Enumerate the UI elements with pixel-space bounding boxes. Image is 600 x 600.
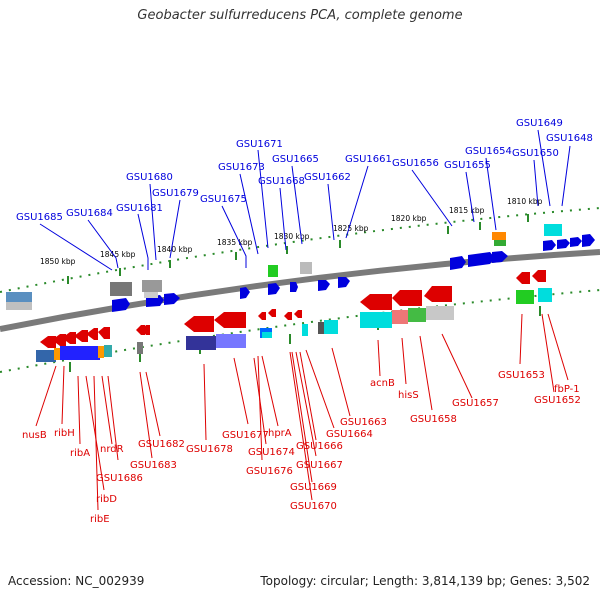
gene-label: hprA bbox=[268, 428, 292, 439]
gene-label: GSU1678 bbox=[186, 444, 233, 455]
gene-label: acnB bbox=[370, 378, 395, 389]
gene-label: GSU1674 bbox=[248, 447, 295, 458]
gene-label: fbP-1 bbox=[554, 384, 580, 395]
forward-strand-features bbox=[112, 234, 595, 312]
kbp-label: 1820 kbp bbox=[391, 214, 427, 223]
map-title: Geobacter sulfurreducens PCA, complete g… bbox=[137, 8, 463, 23]
gene-label: GSU1665 bbox=[272, 154, 319, 165]
genome-backbone bbox=[0, 249, 600, 332]
gene-label: GSU1669 bbox=[290, 482, 337, 493]
gene-label: GSU1649 bbox=[516, 118, 563, 129]
gene-label: nusB bbox=[22, 430, 47, 441]
kbp-label: 1845 kbp bbox=[100, 250, 136, 259]
gene-label: GSU1662 bbox=[304, 172, 351, 183]
gene-label: GSU1655 bbox=[444, 160, 491, 171]
kbp-label: 1825 kbp bbox=[333, 224, 369, 233]
gene-label: GSU1671 bbox=[236, 139, 283, 150]
kbp-label: 1830 kbp bbox=[274, 232, 310, 241]
gene-label: GSU1683 bbox=[130, 460, 177, 471]
gene-label: ribE bbox=[90, 514, 110, 525]
gene-label: GSU1684 bbox=[66, 208, 113, 219]
kbp-label: 1850 kbp bbox=[40, 257, 76, 266]
gene-label: ribD bbox=[96, 494, 117, 505]
kbp-label: 1815 kbp bbox=[449, 206, 485, 215]
gene-label: GSU1681 bbox=[116, 203, 163, 214]
topology-text: Topology: circular; Length: 3,814,139 bp… bbox=[260, 574, 590, 588]
kbp-label: 1810 kbp bbox=[507, 197, 543, 206]
gene-label: ribA bbox=[70, 448, 90, 459]
gene-label: ribH bbox=[54, 428, 75, 439]
gene-label: GSU1664 bbox=[326, 429, 373, 440]
gene-label: GSU1682 bbox=[138, 439, 185, 450]
gene-label: GSU1667 bbox=[296, 460, 343, 471]
accession-text: Accession: NC_002939 bbox=[8, 574, 145, 588]
gene-label: nrdR bbox=[100, 444, 124, 455]
gene-label: GSU1686 bbox=[96, 473, 143, 484]
gene-label: GSU1676 bbox=[246, 466, 293, 477]
gene-label: hisS bbox=[398, 390, 419, 401]
gene-label: GSU1663 bbox=[340, 417, 387, 428]
gene-label: GSU1680 bbox=[126, 172, 173, 183]
kbp-label: 1835 kbp bbox=[217, 238, 253, 247]
gene-label: GSU1679 bbox=[152, 188, 199, 199]
gene-label: GSU1650 bbox=[512, 148, 559, 159]
gene-label: GSU1656 bbox=[392, 158, 439, 169]
gene-label: GSU1652 bbox=[534, 395, 581, 406]
gene-label: GSU1670 bbox=[290, 501, 337, 512]
kbp-label: 1840 kbp bbox=[157, 245, 193, 254]
gene-label: GSU1685 bbox=[16, 212, 63, 223]
reverse-strand-features bbox=[40, 270, 546, 348]
bottom-leader-lines bbox=[35, 313, 569, 511]
gene-label: GSU1677 bbox=[222, 430, 269, 441]
gene-label: GSU1653 bbox=[498, 370, 545, 381]
gene-label: GSU1658 bbox=[410, 414, 457, 425]
gene-label: GSU1661 bbox=[345, 154, 392, 165]
feature-boxes bbox=[6, 224, 562, 362]
gene-label: GSU1657 bbox=[452, 398, 499, 409]
gene-label: GSU1675 bbox=[200, 194, 247, 205]
gene-label: GSU1666 bbox=[296, 441, 343, 452]
gene-label: GSU1648 bbox=[546, 133, 593, 144]
gene-label: GSU1673 bbox=[218, 162, 265, 173]
gene-label: GSU1668 bbox=[258, 176, 305, 187]
gene-label: GSU1654 bbox=[465, 146, 512, 157]
top-leader-lines bbox=[39, 129, 571, 271]
